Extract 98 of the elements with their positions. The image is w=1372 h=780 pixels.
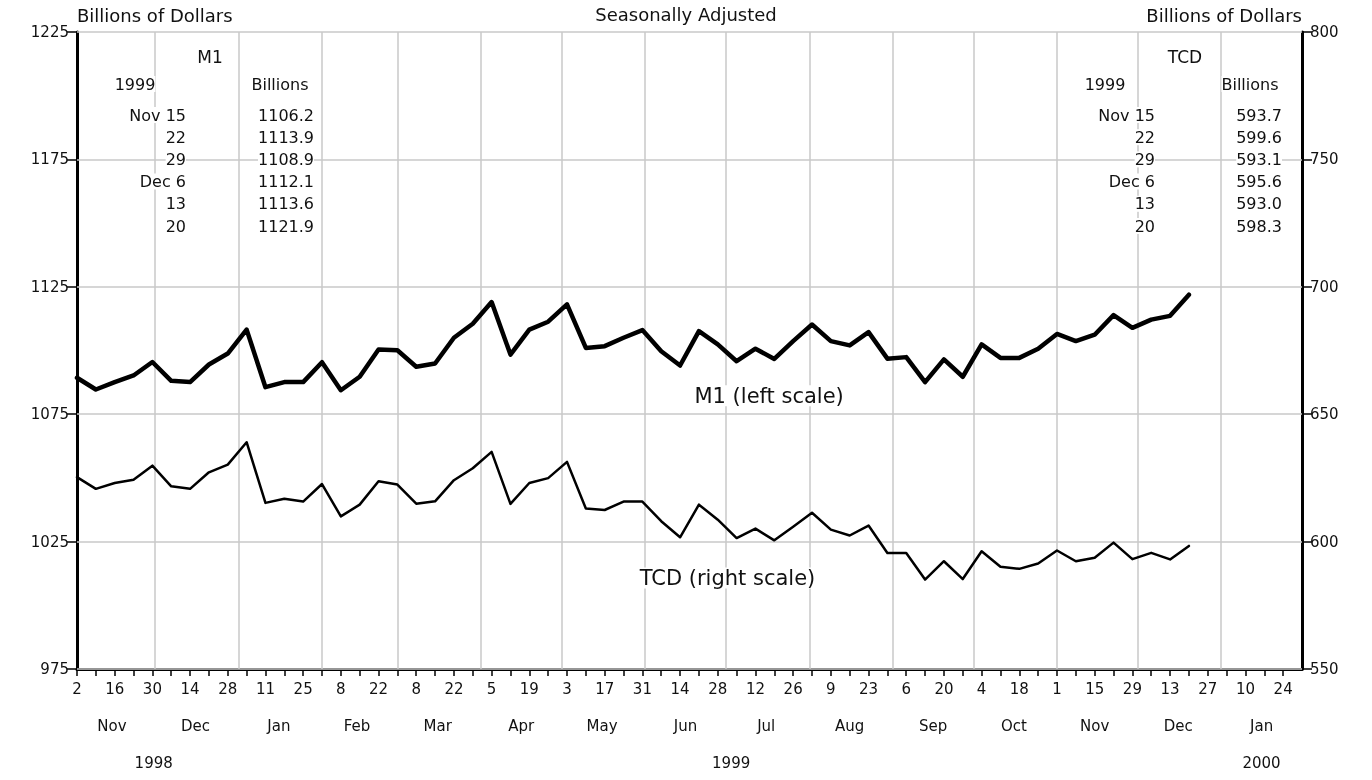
y-tick-label: 975: [40, 660, 69, 678]
x-tick-label: 9: [826, 679, 836, 698]
x-tick-label: 13: [1160, 679, 1180, 698]
y2-axis-title: Billions of Dollars: [1146, 4, 1302, 26]
x2-tick-label: Apr: [508, 716, 536, 735]
x-tick-label: 2: [72, 679, 82, 698]
x-tick-label: 24: [1273, 679, 1293, 698]
annotation: Nov 15: [1098, 105, 1155, 125]
x2-tick-label: Jan: [266, 716, 291, 735]
x2-tick-label: Jun: [672, 716, 698, 735]
y2-tick-label: 650: [1310, 405, 1339, 424]
text: 1998: [134, 753, 173, 772]
annotation: 22: [165, 127, 186, 147]
annotation: 22: [1134, 127, 1155, 147]
x2-tick-label: May: [586, 716, 618, 735]
x-tick-label: 20: [934, 679, 954, 698]
x-tick-label: 27: [1198, 679, 1218, 698]
annotation: 1106.2: [258, 105, 314, 125]
x-tick-label: 8: [411, 679, 421, 698]
x2-tick-label: Dec: [180, 716, 210, 735]
annotation: 595.6: [1236, 172, 1282, 192]
y-tick-label: 1125: [30, 277, 69, 296]
annotation: 1113.6: [258, 194, 314, 214]
annotation: 593.7: [1236, 105, 1282, 125]
annotation: Billions: [1221, 74, 1279, 94]
annotation: 13: [1134, 194, 1155, 214]
x-tick-label: 31: [632, 679, 652, 698]
annotation: 13: [165, 194, 186, 214]
x2-tick-label: Jan: [1249, 716, 1274, 735]
x-tick-label: 5: [486, 679, 497, 698]
annotation: 29: [1134, 149, 1155, 169]
y2-tick-label: 750: [1310, 150, 1339, 169]
annotation: 1999: [1084, 74, 1126, 94]
annotation: 1112.1: [258, 172, 314, 192]
annotation: Billions: [251, 74, 309, 94]
x2-tick-label: Dec: [1163, 716, 1193, 735]
annotation: Nov 15: [129, 105, 186, 125]
y2-tick-label: 600: [1310, 532, 1339, 551]
x-tick-label: 15: [1085, 679, 1105, 698]
annotation: 1108.9: [258, 149, 314, 169]
x-tick-label: 28: [218, 679, 238, 698]
chart-title: Seasonally Adjusted: [595, 3, 777, 25]
y2-tick-label: 550: [1310, 660, 1339, 678]
annotation: Dec 6: [139, 172, 186, 192]
text: 2000: [1242, 753, 1281, 772]
x-tick-label: 30: [142, 679, 162, 698]
annotation: M1: [197, 47, 223, 67]
x-tick-label: 28: [708, 679, 728, 698]
x-tick-label: 23: [858, 679, 879, 698]
series-label: M1 (left scale): [694, 383, 844, 408]
y-tick-label: 1225: [30, 23, 69, 41]
annotation: 598.3: [1236, 216, 1282, 236]
x-tick-label: 17: [595, 679, 615, 698]
x-tick-label: 14: [180, 679, 200, 698]
x-tick-label: 4: [976, 679, 987, 698]
x2-tick-label: Aug: [835, 716, 865, 735]
annotation: 1121.9: [258, 216, 314, 236]
annotation: Dec 6: [1108, 172, 1155, 192]
x2-tick-label: Sep: [919, 716, 948, 735]
text: 1999: [712, 753, 751, 772]
x-tick-label: 3: [562, 679, 572, 698]
series-label: TCD (right scale): [638, 565, 816, 590]
x-tick-label: 18: [1009, 679, 1029, 698]
x-tick-label: 12: [745, 679, 766, 698]
y-axis-title: Billions of Dollars: [77, 4, 233, 26]
y-tick-label: 1175: [30, 150, 69, 169]
y-tick-label: 1025: [30, 532, 69, 551]
annotation: 593.1: [1236, 149, 1282, 169]
x2-tick-label: Feb: [343, 716, 371, 735]
annotation: 20: [1134, 216, 1155, 236]
annotation: TCD: [1166, 47, 1203, 67]
x-tick-label: 1: [1052, 679, 1062, 698]
y2-tick-label: 700: [1310, 277, 1339, 296]
x2-tick-label: Oct: [1000, 716, 1028, 735]
annotation: 599.6: [1236, 127, 1282, 147]
x2-tick-label: Nov: [1080, 716, 1110, 735]
annotation: 1999: [114, 74, 156, 94]
x-tick-label: 6: [901, 679, 911, 698]
x-tick-label: 11: [255, 679, 276, 698]
annotation: 20: [165, 216, 186, 236]
x-tick-label: 10: [1235, 679, 1256, 698]
annotation: 593.0: [1236, 194, 1282, 214]
x-tick-label: 14: [670, 679, 690, 698]
y2-tick-label: 800: [1310, 23, 1339, 41]
annotation: 29: [165, 149, 186, 169]
x-tick-label: 22: [444, 679, 464, 698]
x-tick-label: 26: [783, 679, 803, 698]
annotation: 1113.9: [258, 127, 314, 147]
y-tick-label: 1075: [30, 405, 69, 424]
x2-tick-label: Jul: [756, 716, 776, 735]
x-tick-label: 22: [368, 679, 389, 698]
x-tick-label: 8: [336, 679, 346, 698]
x-tick-label: 25: [293, 679, 313, 698]
x-tick-label: 16: [105, 679, 125, 698]
x2-tick-label: Nov: [97, 716, 127, 735]
x-tick-label: 29: [1122, 679, 1142, 698]
x2-tick-label: Mar: [423, 716, 453, 735]
x-tick-label: 19: [519, 679, 539, 698]
